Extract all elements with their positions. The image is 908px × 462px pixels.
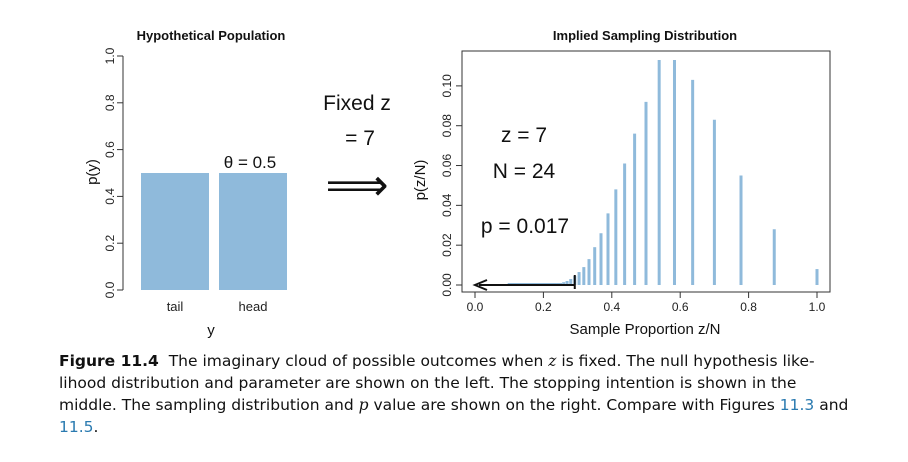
caption-text-e: . (93, 418, 99, 436)
left-y-tick-label: 0.0 (103, 281, 117, 298)
left-bar-head (219, 173, 287, 290)
z-annotation: z = 7 (501, 124, 547, 147)
right-x-tick-label: 0.4 (603, 300, 620, 314)
caption-text-b: is fixed. The null hypothesis like-lihoo… (59, 352, 815, 414)
right-y-tick-label: 0.02 (440, 233, 454, 257)
caption-text-c: value are shown on the right. Compare wi… (368, 396, 780, 414)
right-x-tick-label: 0.0 (467, 300, 484, 314)
left-bar-tail (141, 173, 209, 290)
right-y-axis-label: p(z/N) (412, 160, 429, 201)
p-value-annotation: p = 0.017 (481, 215, 569, 238)
fixed-z-label: Fixed z (323, 92, 391, 115)
left-chart-title: Hypothetical Population (137, 28, 286, 43)
left-y-axis-label: p(y) (84, 159, 101, 185)
right-x-tick-label: 0.6 (672, 300, 689, 314)
right-chart-title: Implied Sampling Distribution (553, 28, 737, 43)
caption-text-d: and (814, 396, 849, 414)
figure-ref-11-3[interactable]: 11.3 (779, 396, 815, 414)
right-x-tick-label: 0.2 (535, 300, 552, 314)
left-chart: Hypothetical Population p(y) y θ = 0.5 0… (84, 28, 287, 339)
figure-panels: Hypothetical Population p(y) y θ = 0.5 0… (84, 28, 831, 339)
fixed-z-value: = 7 (345, 127, 375, 150)
implies-arrow: ⟹ (325, 161, 388, 210)
p-value-arrowhead (472, 279, 488, 291)
left-x-axis-label: y (207, 322, 215, 339)
caption-label: Figure 11.4 (59, 352, 159, 370)
right-y-tick-label: 0.04 (440, 193, 454, 217)
left-y-tick-label: 0.4 (103, 188, 117, 205)
caption-text-a: The imaginary cloud of possible outcomes… (168, 352, 549, 370)
caption-var-p: p (358, 396, 369, 414)
left-y-tick-label: 0.2 (103, 235, 117, 252)
theta-annotation: θ = 0.5 (224, 153, 276, 172)
right-x-tick-label: 1.0 (809, 300, 826, 314)
left-y-tick-label: 0.6 (103, 141, 117, 158)
right-y-tick-label: 0.06 (440, 154, 454, 178)
left-x-tick-label: tail (167, 299, 184, 314)
left-x-tick-label: head (239, 299, 268, 314)
left-y-tick-label: 0.8 (103, 94, 117, 111)
right-plot-frame (461, 50, 831, 293)
right-chart: Implied Sampling Distribution p(z/N) Sam… (412, 28, 831, 338)
caption-var-z: z (548, 352, 557, 370)
right-x-tick-label: 0.8 (740, 300, 757, 314)
n-annotation: N = 24 (493, 160, 556, 183)
right-x-axis-label: Sample Proportion z/N (570, 321, 721, 338)
figure-ref-11-5[interactable]: 11.5 (59, 418, 94, 436)
figure-caption: Figure 11.4 The imaginary cloud of possi… (59, 350, 859, 438)
right-y-tick-label: 0.10 (440, 74, 454, 98)
stopping-intention: Fixed z = 7 ⟹ (323, 92, 391, 210)
right-y-tick-label: 0.08 (440, 114, 454, 138)
left-y-tick-label: 1.0 (103, 47, 117, 64)
right-y-tick-label: 0.00 (440, 273, 454, 297)
